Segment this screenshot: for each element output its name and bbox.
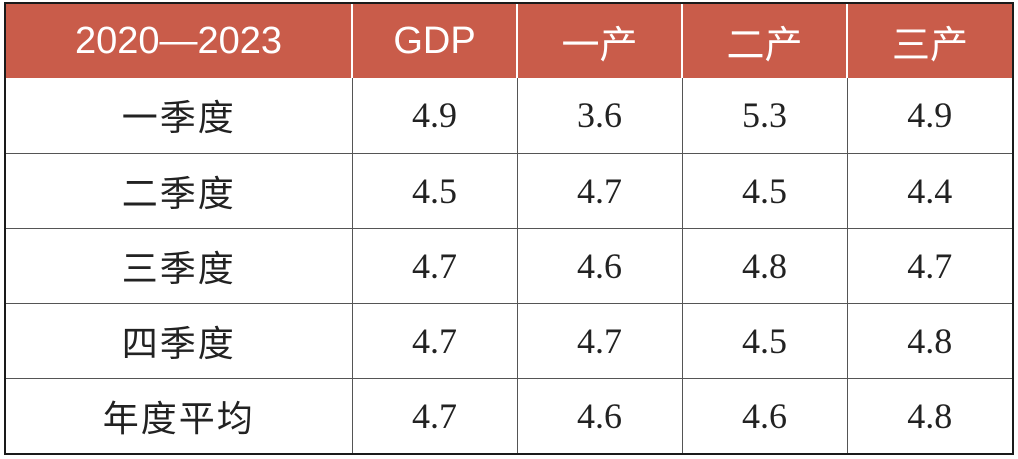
data-table-container: 2020—2023 GDP 一产 二产 三产 一季度 4.9 3.6 5.3 4… (4, 2, 1014, 455)
cell-gdp: 4.7 (352, 227, 518, 303)
cell-gdp: 4.7 (352, 377, 518, 453)
row-label-q1: 一季度 (6, 78, 353, 153)
cell-primary: 3.6 (517, 78, 683, 153)
header-primary-industry: 一产 (517, 4, 683, 78)
cell-primary: 4.7 (517, 302, 683, 378)
cell-tertiary: 4.8 (847, 377, 1012, 453)
table-row: 四季度 4.7 4.7 4.5 4.8 (6, 302, 1012, 378)
cell-secondary: 4.5 (682, 302, 848, 378)
cell-secondary: 4.5 (682, 152, 848, 228)
cell-tertiary: 4.8 (847, 302, 1012, 378)
header-tertiary-industry: 三产 (847, 4, 1012, 78)
cell-primary: 4.6 (517, 377, 683, 453)
cell-gdp: 4.5 (352, 152, 518, 228)
row-label-q4: 四季度 (6, 302, 353, 378)
row-label-q2: 二季度 (6, 152, 353, 228)
growth-table: 2020—2023 GDP 一产 二产 三产 一季度 4.9 3.6 5.3 4… (6, 4, 1012, 453)
cell-tertiary: 4.7 (847, 227, 1012, 303)
cell-secondary: 4.8 (682, 227, 848, 303)
cell-gdp: 4.7 (352, 302, 518, 378)
cell-primary: 4.6 (517, 227, 683, 303)
row-label-q3: 三季度 (6, 227, 353, 303)
cell-primary: 4.7 (517, 152, 683, 228)
cell-tertiary: 4.4 (847, 152, 1012, 228)
header-period: 2020—2023 (6, 4, 353, 78)
header-secondary-industry: 二产 (682, 4, 848, 78)
header-gdp: GDP (352, 4, 518, 78)
row-label-annual-average: 年度平均 (6, 377, 353, 453)
table-row: 三季度 4.7 4.6 4.8 4.7 (6, 227, 1012, 303)
cell-tertiary: 4.9 (907, 95, 953, 136)
header-row: 2020—2023 GDP 一产 二产 三产 (6, 4, 1012, 78)
cell-secondary: 5.3 (682, 78, 848, 153)
table-row: 二季度 4.5 4.7 4.5 4.4 (6, 152, 1012, 228)
table-row: 年度平均 4.7 4.6 4.6 4.8 (6, 377, 1012, 453)
cell-gdp: 4.9 (352, 78, 518, 153)
table-row: 一季度 4.9 3.6 5.3 4.9 (6, 78, 1012, 153)
cell-secondary: 4.6 (682, 377, 848, 453)
